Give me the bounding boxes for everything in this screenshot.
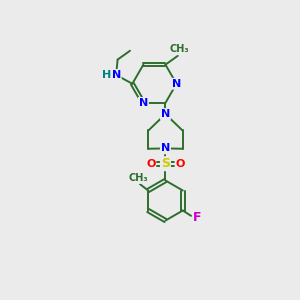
Text: O: O	[176, 159, 185, 169]
Text: N: N	[161, 143, 170, 153]
Text: O: O	[146, 159, 155, 169]
Text: F: F	[193, 211, 202, 224]
Text: CH₃: CH₃	[169, 44, 189, 54]
Text: N: N	[172, 79, 181, 89]
Text: S: S	[161, 157, 170, 170]
Text: H: H	[102, 70, 111, 80]
Text: N: N	[112, 70, 121, 80]
Text: CH₃: CH₃	[129, 173, 148, 183]
Text: N: N	[139, 98, 148, 108]
Text: N: N	[161, 109, 170, 119]
